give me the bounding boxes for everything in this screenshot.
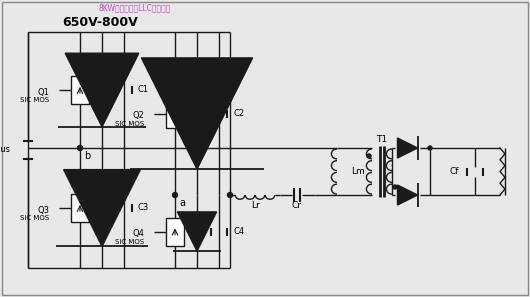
Circle shape bbox=[172, 192, 178, 198]
Text: SiC MOS: SiC MOS bbox=[115, 121, 144, 127]
Text: Q4: Q4 bbox=[132, 229, 144, 238]
Circle shape bbox=[367, 154, 371, 158]
Text: C2: C2 bbox=[233, 109, 244, 118]
Text: C3: C3 bbox=[138, 203, 149, 212]
Text: Lm: Lm bbox=[351, 167, 365, 176]
Text: Q1: Q1 bbox=[37, 88, 49, 97]
Polygon shape bbox=[398, 185, 418, 205]
Text: =Cbus: =Cbus bbox=[0, 146, 10, 154]
Text: 8KW碳化硅全橋LLC解決方案: 8KW碳化硅全橋LLC解決方案 bbox=[99, 4, 171, 12]
Circle shape bbox=[393, 185, 397, 189]
Bar bbox=[166, 217, 184, 246]
Text: Lr: Lr bbox=[251, 200, 259, 209]
Polygon shape bbox=[142, 58, 253, 169]
Circle shape bbox=[428, 146, 432, 150]
Bar bbox=[71, 194, 89, 222]
Bar bbox=[166, 99, 184, 127]
Polygon shape bbox=[178, 212, 217, 251]
Text: SiC MOS: SiC MOS bbox=[115, 238, 144, 244]
Text: b: b bbox=[84, 151, 90, 161]
Text: C4: C4 bbox=[233, 227, 244, 236]
Bar bbox=[71, 76, 89, 104]
Polygon shape bbox=[65, 53, 139, 127]
Text: Q3: Q3 bbox=[37, 206, 49, 214]
Circle shape bbox=[77, 146, 83, 151]
Text: a: a bbox=[179, 198, 185, 208]
Text: C1: C1 bbox=[138, 86, 149, 94]
Polygon shape bbox=[398, 138, 418, 158]
Polygon shape bbox=[64, 170, 140, 247]
Text: Cr: Cr bbox=[292, 200, 302, 209]
Text: Q2: Q2 bbox=[132, 111, 144, 120]
Text: SiC MOS: SiC MOS bbox=[20, 97, 49, 103]
Text: T1: T1 bbox=[376, 135, 387, 145]
Text: SiC MOS: SiC MOS bbox=[20, 215, 49, 221]
Text: 650V-800V: 650V-800V bbox=[62, 15, 138, 29]
Circle shape bbox=[227, 192, 233, 198]
Text: Cf: Cf bbox=[449, 167, 459, 176]
